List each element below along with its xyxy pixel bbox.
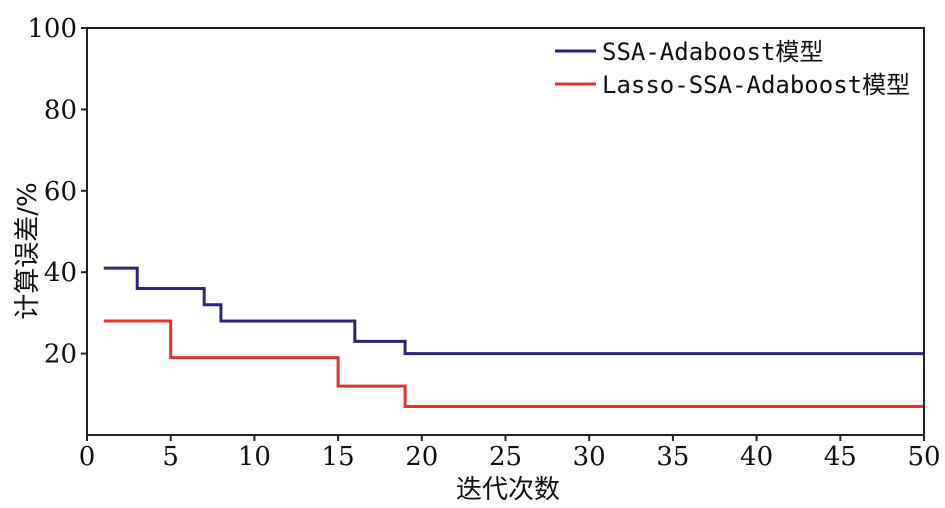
series-layer xyxy=(103,266,924,409)
y-tick-label: 60 xyxy=(44,177,77,207)
series-line-2 xyxy=(103,319,924,409)
y-tick-label: 40 xyxy=(44,258,77,288)
x-tick-label: 15 xyxy=(322,442,355,472)
x-tick-label: 35 xyxy=(656,442,689,472)
x-tick-label: 25 xyxy=(489,442,522,472)
x-tick-label: 5 xyxy=(162,442,179,472)
x-tick-label: 10 xyxy=(238,442,271,472)
x-tick-label: 40 xyxy=(740,442,773,472)
ticks-layer: 0 5 10 15 20 25 30 35 40 45 50 20 40 60 80 100 xyxy=(27,14,940,472)
legend: SSA-Adaboost模型 Lasso-SSA-Adaboost模型 xyxy=(555,38,910,99)
x-axis-title: 迭代次数 xyxy=(456,475,560,505)
legend-label-2: Lasso-SSA-Adaboost模型 xyxy=(602,71,910,99)
x-tick-label: 45 xyxy=(824,442,857,472)
y-tick-label: 80 xyxy=(44,95,77,125)
x-tick-label: 20 xyxy=(405,442,438,472)
y-axis-title: 计算误差/% xyxy=(13,182,43,319)
legend-label-1: SSA-Adaboost模型 xyxy=(602,38,823,66)
x-tick-label: 50 xyxy=(907,442,940,472)
x-tick-label: 0 xyxy=(79,442,96,472)
y-tick-label: 20 xyxy=(44,340,77,370)
series-line-1 xyxy=(103,266,924,356)
x-tick-label: 30 xyxy=(573,442,606,472)
y-tick-label: 100 xyxy=(27,14,77,44)
